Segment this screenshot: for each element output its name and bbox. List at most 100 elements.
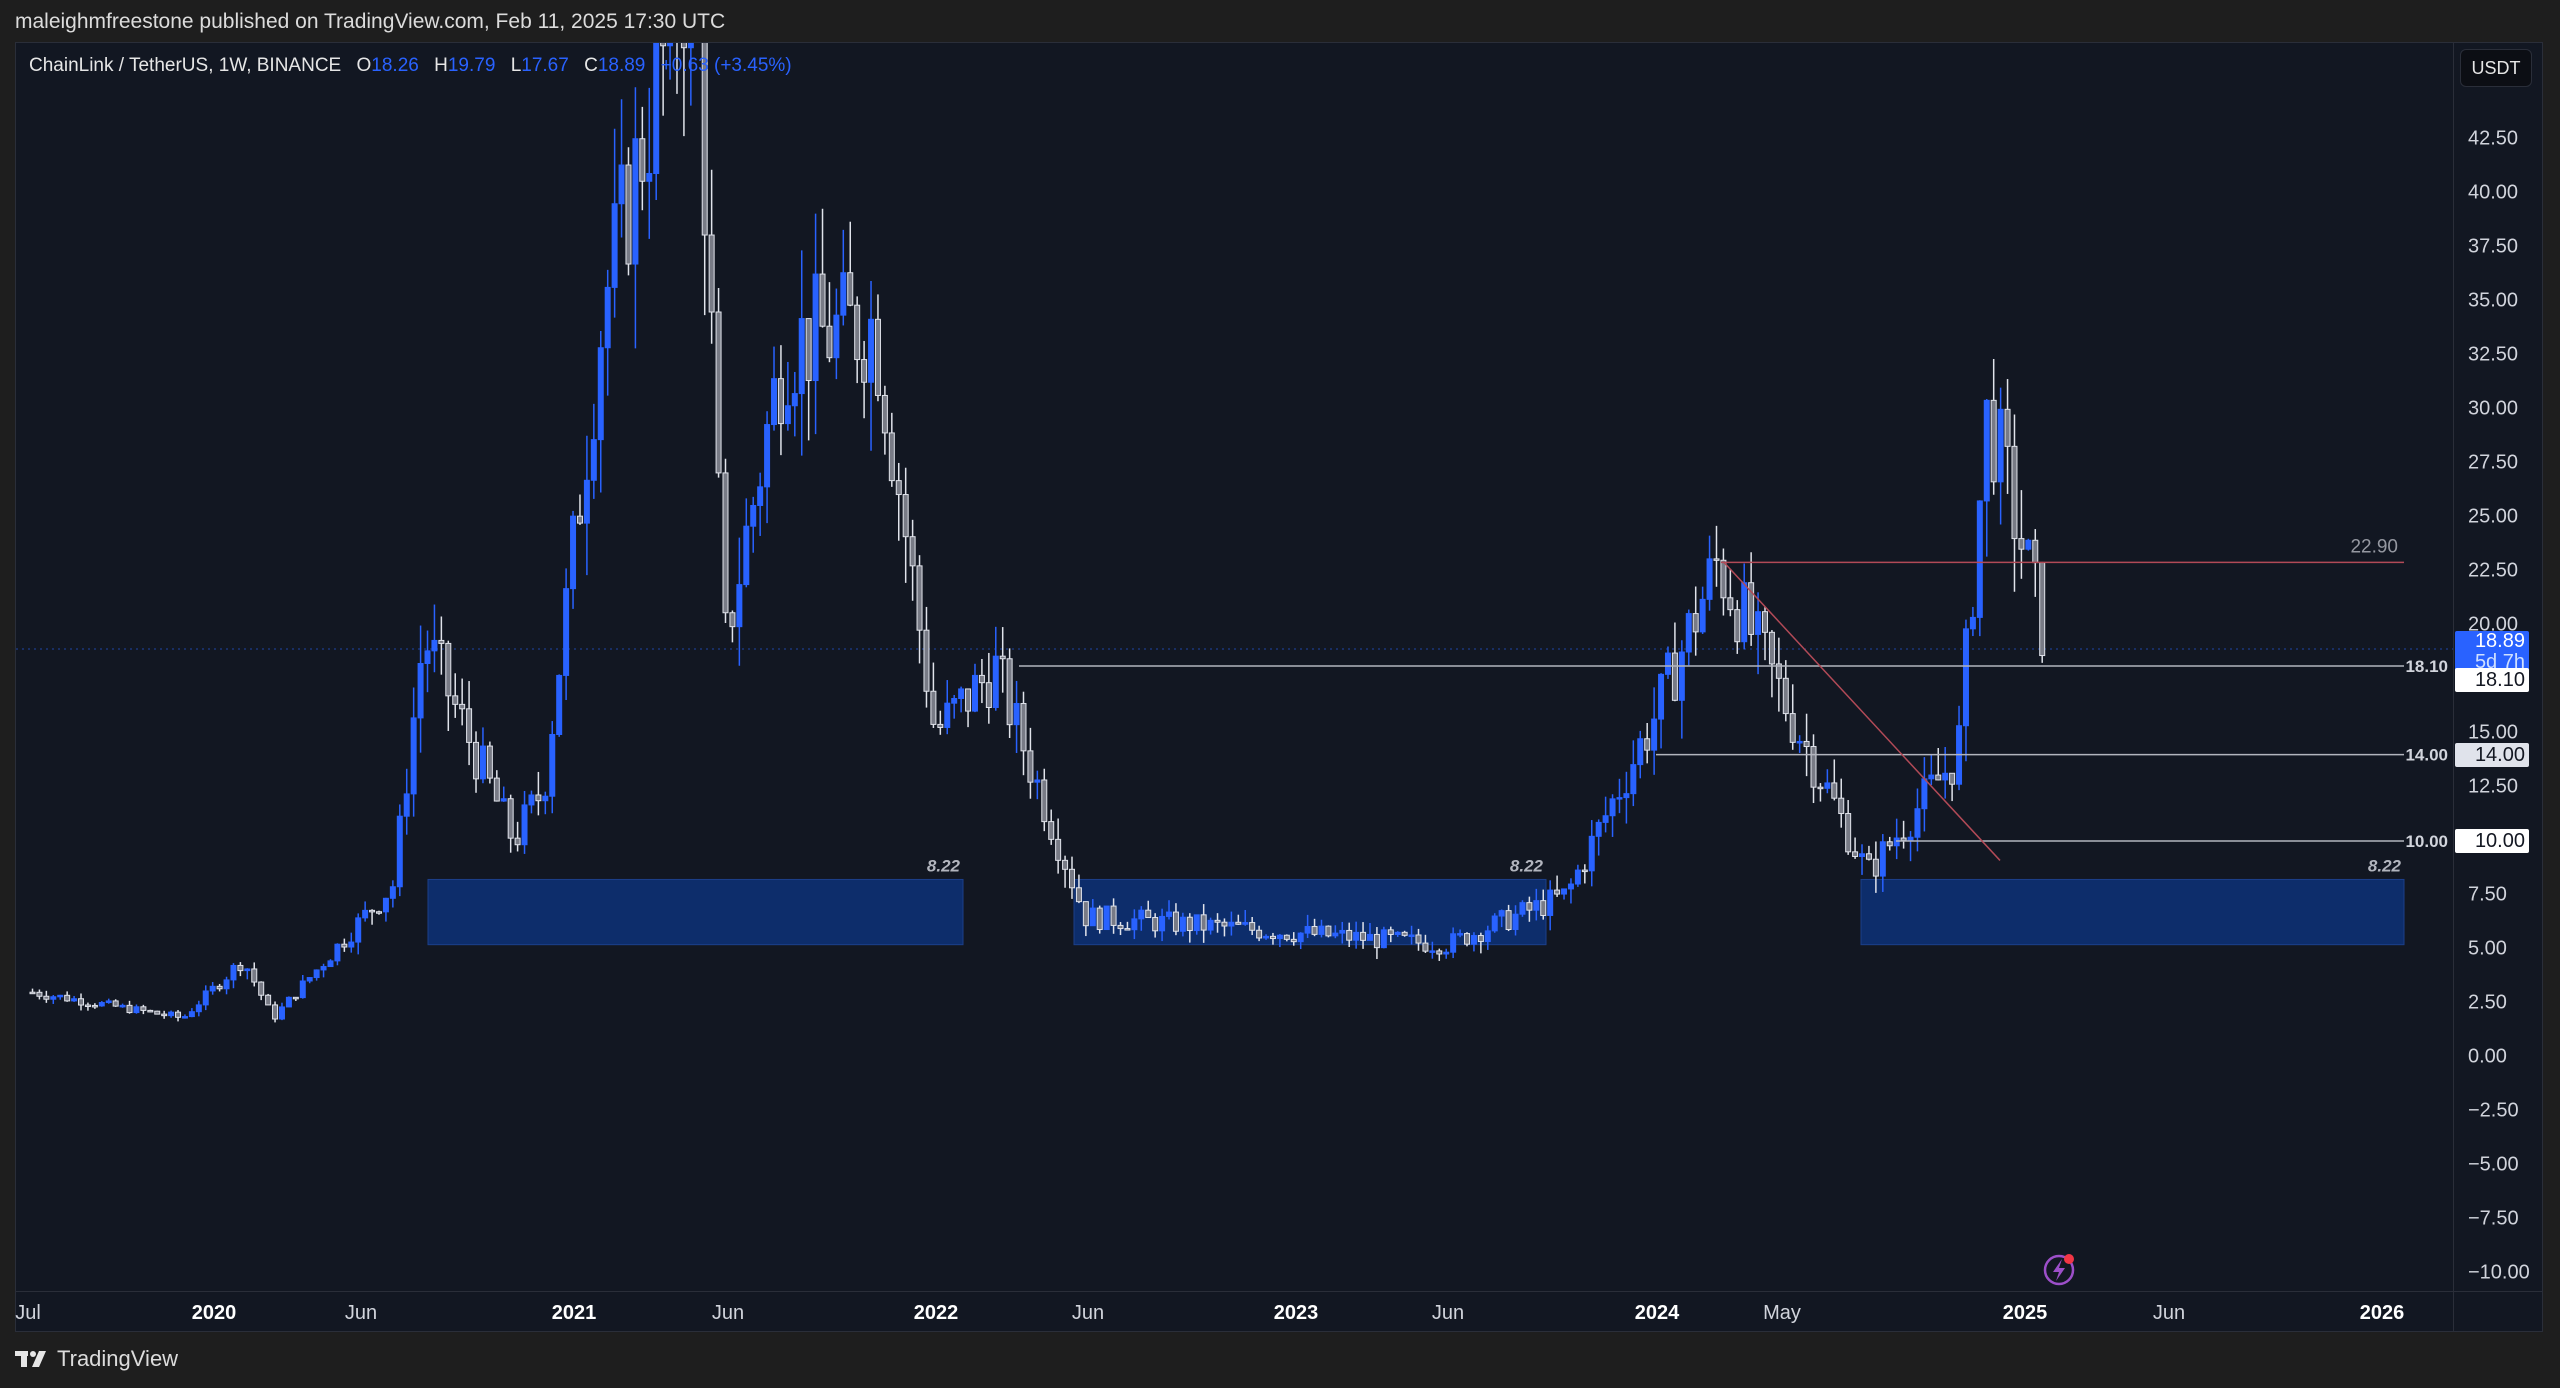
candle-down (535, 794, 542, 802)
candle-up (604, 286, 611, 349)
candle-up (570, 515, 577, 590)
candle-down (369, 909, 376, 913)
currency-button[interactable]: USDT (2460, 49, 2532, 87)
axis-corner (2453, 1291, 2543, 1332)
candle-up (812, 273, 819, 382)
candle-up (1179, 916, 1186, 932)
candle-up (431, 639, 438, 652)
candlestick-chart[interactable]: 8.22 8.22 8.22 18.10 14.00 10.00 22.90 (16, 43, 2453, 1291)
candle-down (1838, 797, 1845, 815)
candle-down (805, 318, 812, 382)
candle-down (1311, 926, 1318, 935)
candle-up (1561, 888, 1568, 895)
candle-up (334, 943, 341, 962)
lightning-alert-icon[interactable] (2043, 1254, 2075, 1286)
candle-up (1353, 931, 1360, 941)
candle-up (743, 525, 750, 586)
time-label: Jun (711, 1302, 745, 1324)
time-label: 2026 (2359, 1302, 2405, 1324)
candle-down (1200, 914, 1207, 931)
candle-down (445, 642, 452, 697)
candle-up (556, 674, 563, 735)
time-label: 2022 (913, 1302, 959, 1324)
price-tick: 37.50 (2468, 235, 2519, 258)
candle-down (625, 164, 632, 265)
candle-down (258, 981, 265, 996)
candle-up (1574, 869, 1581, 885)
candle-up (1547, 889, 1554, 916)
price-tick: 32.50 (2468, 343, 2519, 366)
candle-down (1145, 909, 1152, 919)
candle-up (1879, 841, 1886, 877)
candle-down (1075, 887, 1082, 903)
candle-up (1914, 808, 1921, 838)
chart-plot-area[interactable]: 8.22 8.22 8.22 18.10 14.00 10.00 22.90 ChainLi… (16, 43, 2453, 1291)
time-label: Jun (344, 1302, 378, 1324)
candle-down (1782, 677, 1789, 715)
candle-down (1990, 399, 1997, 483)
candle-up (98, 1002, 105, 1007)
candle-up (1755, 611, 1762, 635)
current-price: 18.89 (2474, 629, 2525, 652)
candle-down (1464, 933, 1471, 945)
candle-up (1997, 408, 2004, 483)
open-label: O (356, 55, 372, 76)
candle-down (701, 43, 708, 236)
open-value: 18.26 (371, 55, 419, 76)
candle-down (909, 536, 916, 567)
candle-down (1214, 919, 1221, 923)
candle-down (1117, 924, 1124, 930)
time-axis[interactable]: Jul 2020 Jun 2021 Jun 2022 Jun 2023 Jun 2024 May 20… (15, 1291, 2453, 1332)
candle-down (2039, 562, 2046, 657)
candle-down (1713, 558, 1720, 561)
close-value: 18.89 (597, 55, 646, 76)
descending-trend-line[interactable] (1723, 561, 2001, 861)
candle-up (299, 980, 306, 999)
candle-up (403, 793, 410, 817)
candle-down (1082, 901, 1089, 927)
candle-up (798, 318, 805, 395)
candle-down (493, 777, 500, 802)
candle-up (479, 745, 486, 780)
price-axis[interactable]: USDT 42.50 40.00 37.50 35.00 32.50 30.00 27.50… (2453, 43, 2543, 1291)
high-label: H (434, 55, 448, 76)
candle-up (750, 504, 757, 527)
candle-down (902, 494, 909, 538)
candle-up (1685, 613, 1692, 653)
candle-up (1602, 815, 1609, 823)
candle-down (29, 991, 36, 995)
symbol-legend: ChainLink / TetherUS, 1W, BINANCE O18.26… (29, 55, 792, 77)
candle-down (1221, 921, 1228, 927)
candle-up (1637, 738, 1644, 766)
candle-down (251, 968, 258, 983)
candle-up (348, 941, 355, 948)
level-label: 14.00 (2405, 746, 2448, 765)
candle-up (528, 794, 535, 806)
candle-down (1692, 613, 1699, 633)
demand-zone[interactable] (1860, 878, 2405, 946)
candle-down (1027, 750, 1034, 783)
candle-up (667, 43, 674, 47)
candle-down (895, 480, 902, 496)
candle-up (1408, 934, 1415, 937)
demand-zone[interactable] (427, 878, 964, 946)
candle-down (507, 798, 514, 839)
candle-down (1831, 782, 1838, 799)
candle-down (1720, 559, 1727, 599)
demand-zone[interactable] (1073, 878, 1547, 946)
candle-up (1623, 793, 1630, 799)
candle-down (854, 304, 861, 361)
candle-up (757, 486, 764, 506)
candle-down (1249, 922, 1256, 931)
candle-up (1013, 703, 1020, 726)
candle-down (722, 472, 729, 614)
candle-down (1055, 838, 1062, 861)
candle-down (1096, 907, 1103, 931)
candle-up (1678, 651, 1685, 701)
level-price-tag: 14.00 (2455, 742, 2529, 767)
candle-down (1803, 740, 1810, 748)
candle-up (1457, 933, 1464, 936)
candle-up (1332, 932, 1339, 937)
candle-up (1228, 921, 1235, 927)
candle-down (452, 695, 459, 705)
